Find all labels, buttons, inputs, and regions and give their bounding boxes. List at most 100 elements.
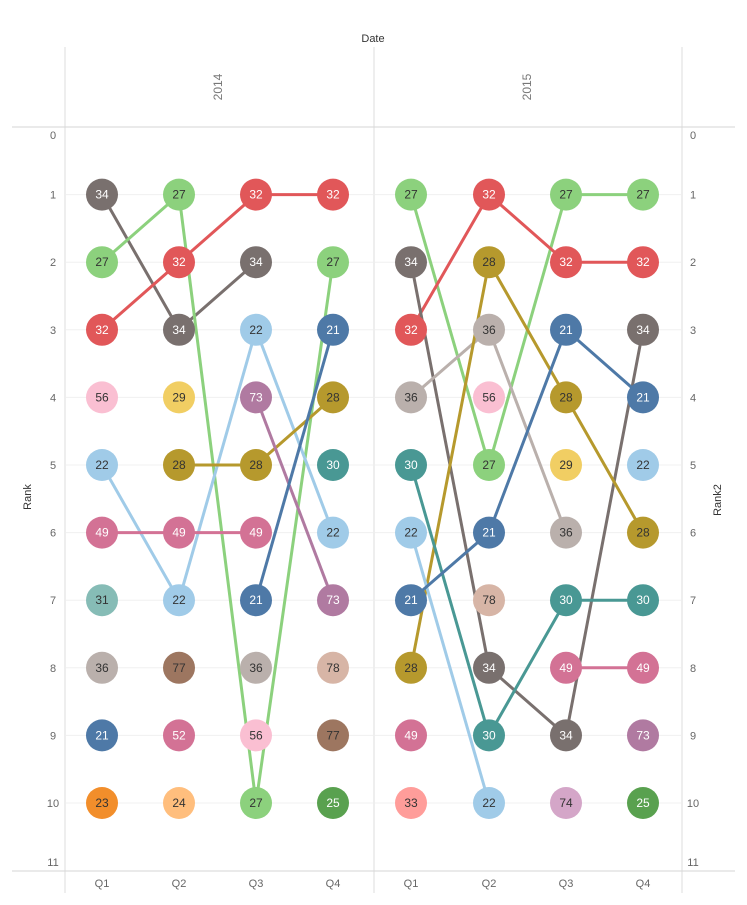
rank-marker-34 [550,719,582,752]
rank-tick-left: 5 [50,460,56,472]
rank-marker-77 [317,719,349,752]
rank-marker-29 [163,381,195,414]
rank-marker-30 [473,719,505,752]
rank-marker-24 [163,787,195,819]
marker-label: 27 [249,796,263,810]
quarter-label-2015-Q4: Q4 [636,878,651,890]
rank-marker-34 [163,313,195,346]
marker-label: 34 [636,323,650,337]
quarter-label-2014-Q3: Q3 [249,878,264,890]
rank-marker-32 [473,178,505,211]
rank-axis-title: Rank [22,484,34,510]
marker-label: 27 [95,255,109,269]
quarter-label-2015-Q2: Q2 [482,878,497,890]
marker-label: 28 [559,390,573,404]
marker-label: 56 [249,728,263,742]
rank-tick-right: 4 [690,392,696,404]
rank-marker-34 [473,651,505,684]
rank-marker-30 [627,584,659,617]
marker-label: 25 [636,796,650,810]
rank-marker-32 [627,246,659,279]
marker-label: 25 [326,796,340,810]
marker-label: 74 [559,796,573,810]
series-line-32-2014 [101,193,333,331]
rank-marker-22 [473,787,505,819]
rank-tick-right: 0 [690,130,696,142]
marker-label: 22 [404,526,418,540]
rank-tick-left: 4 [50,392,56,404]
marker-label: 49 [559,661,573,675]
marker-label: 77 [172,661,186,675]
rank-marker-49 [163,516,195,549]
marker-label: 56 [95,390,109,404]
rank-tick-right: 2 [690,257,696,269]
marker-label: 32 [249,188,263,202]
marker-label: 34 [172,323,186,337]
rank-marker-28 [550,381,582,414]
marker-label: 33 [404,796,418,810]
rank-marker-27 [627,178,659,211]
rank-marker-27 [395,178,427,211]
rank-marker-56 [473,381,505,414]
marker-label: 73 [636,728,650,742]
marker-label: 32 [326,188,340,202]
marker-label: 52 [172,728,186,742]
rank-marker-56 [86,381,118,414]
rank-marker-78 [473,584,505,617]
rank-tick-right: 6 [690,528,696,540]
rank-marker-32 [240,178,272,211]
rank-tick-left: 9 [50,730,56,742]
rank-tick-right: 5 [690,460,696,472]
quarter-label-2014-Q1: Q1 [95,878,110,890]
rank-markers: 34 27 32 56 22 49 31 36 21 23 27 32 34 29 28 49 22 77 52 24… [86,178,659,819]
series-line-30-2015 [409,464,643,737]
marker-label: 29 [172,390,186,404]
marker-label: 34 [482,661,496,675]
quarter-label-2015-Q3: Q3 [559,878,574,890]
marker-label: 27 [482,458,496,472]
rank-tick-left: 11 [47,857,58,869]
rank-marker-52 [163,719,195,752]
rank-tick-right: 10 [687,798,699,810]
marker-label: 27 [636,188,650,202]
rank2-axis-title: Rank2 [712,484,724,516]
rank-marker-30 [317,449,349,481]
series-line-28-2015 [409,260,645,669]
rank-marker-49 [395,719,427,752]
marker-label: 32 [636,255,650,269]
marker-label: 21 [326,323,340,337]
series-lines [100,193,645,805]
rank-marker-28 [473,246,505,279]
marker-label: 28 [482,255,496,269]
marker-label: 49 [95,526,109,540]
rank-tick-right: 8 [690,663,696,675]
marker-label: 34 [404,255,418,269]
rank-marker-32 [163,246,195,279]
marker-label: 21 [249,593,263,607]
rank-marker-31 [86,584,118,617]
rank-marker-21 [317,313,349,346]
marker-label: 32 [172,255,186,269]
rank-tick-left: 1 [50,190,56,202]
series-line-21-2014 [254,329,335,601]
rank-marker-21 [550,313,582,346]
marker-label: 21 [559,323,573,337]
rank-marker-28 [627,516,659,549]
marker-label: 22 [249,323,263,337]
rank-marker-73 [317,584,349,617]
rank-marker-21 [473,516,505,549]
marker-label: 49 [636,661,650,675]
marker-label: 21 [636,390,650,404]
rank-marker-22 [317,516,349,549]
marker-label: 30 [404,458,418,472]
marker-label: 28 [249,458,263,472]
date-axis-title: Date [361,33,384,45]
rank-marker-32 [317,178,349,211]
rank-marker-36 [240,651,272,684]
rank-marker-36 [473,313,505,346]
marker-label: 34 [249,255,263,269]
rank-tick-left: 8 [50,663,56,675]
rank-marker-27 [86,246,118,279]
